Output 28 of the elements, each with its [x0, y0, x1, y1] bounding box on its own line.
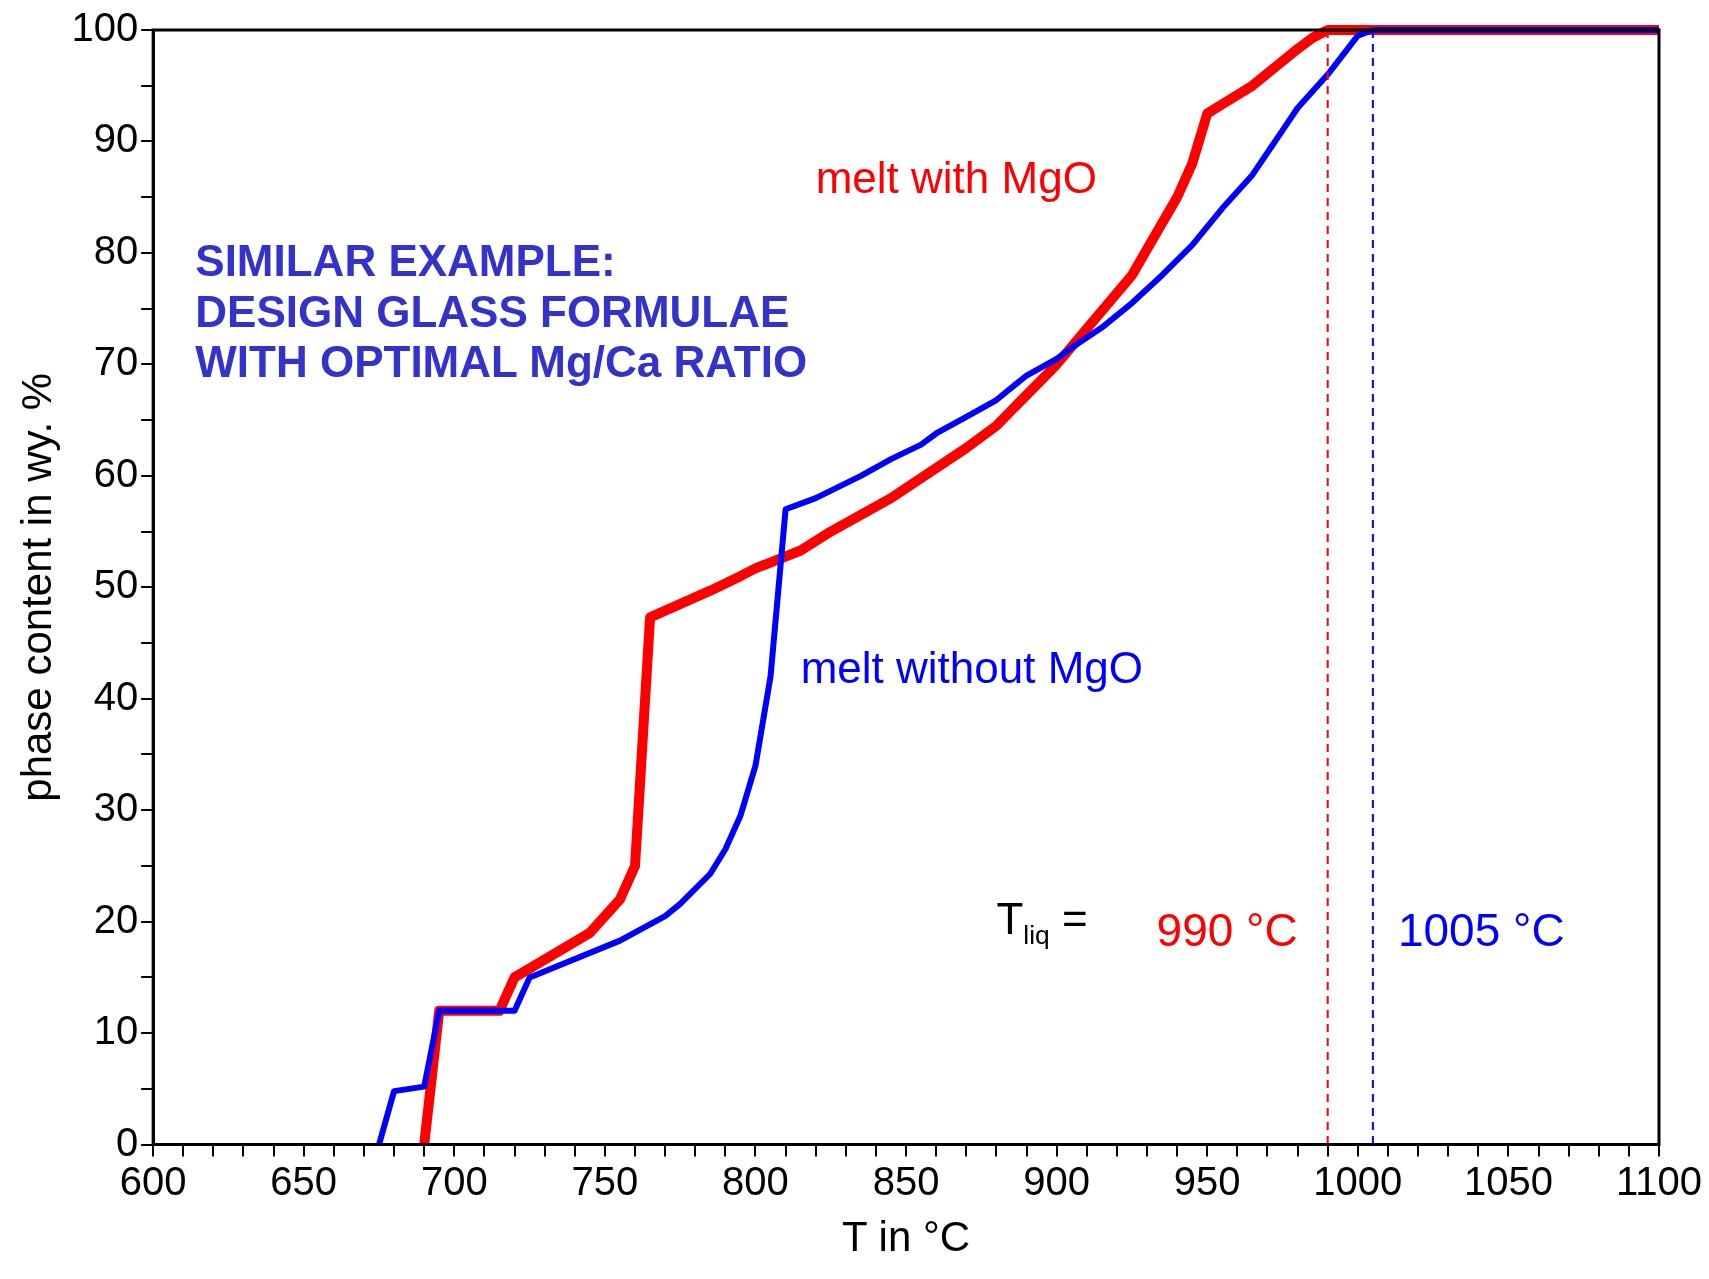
- x-tick-label: 950: [1173, 1158, 1241, 1203]
- y-tick-label: 50: [93, 562, 139, 607]
- x-tick-label: 850: [872, 1158, 940, 1203]
- y-tick-label: 60: [93, 450, 139, 495]
- x-tick-label: 750: [571, 1158, 639, 1203]
- x-tick-label: 800: [722, 1158, 789, 1203]
- x-tick-label: 650: [270, 1158, 338, 1203]
- y-tick-label: 10: [93, 1008, 139, 1053]
- x-tick-label: 700: [420, 1158, 488, 1203]
- y-tick-label: 20: [93, 896, 139, 941]
- annotation: SIMILAR EXAMPLE: DESIGN GLASS FORMULAE WITH OPTIMAL Mg/Ca RATIO: [195, 236, 808, 388]
- x-tick-label: 1100: [1615, 1158, 1703, 1203]
- y-tick-label: 70: [93, 339, 139, 384]
- ref-line-label: 990 °C: [1156, 903, 1298, 956]
- ref-line-label: 1005 °C: [1397, 903, 1565, 956]
- series-label: melt with MgO: [815, 152, 1097, 202]
- y-tick-label: 80: [93, 227, 139, 272]
- x-axis-title: T in °C: [842, 1213, 971, 1261]
- annotation: T$_{liq}$ =: [996, 893, 1088, 950]
- series-label: melt without MgO: [800, 643, 1143, 693]
- y-axis-title: phase content in wy. %: [12, 372, 60, 802]
- x-tick-label: 900: [1023, 1158, 1091, 1203]
- y-tick-label: 90: [93, 116, 139, 161]
- x-tick-label: 1000: [1313, 1158, 1403, 1203]
- x-tick-label: 1050: [1463, 1158, 1553, 1203]
- y-tick-label: 40: [93, 673, 139, 718]
- y-tick-label: 100: [71, 5, 139, 50]
- y-tick-label: 30: [93, 785, 139, 830]
